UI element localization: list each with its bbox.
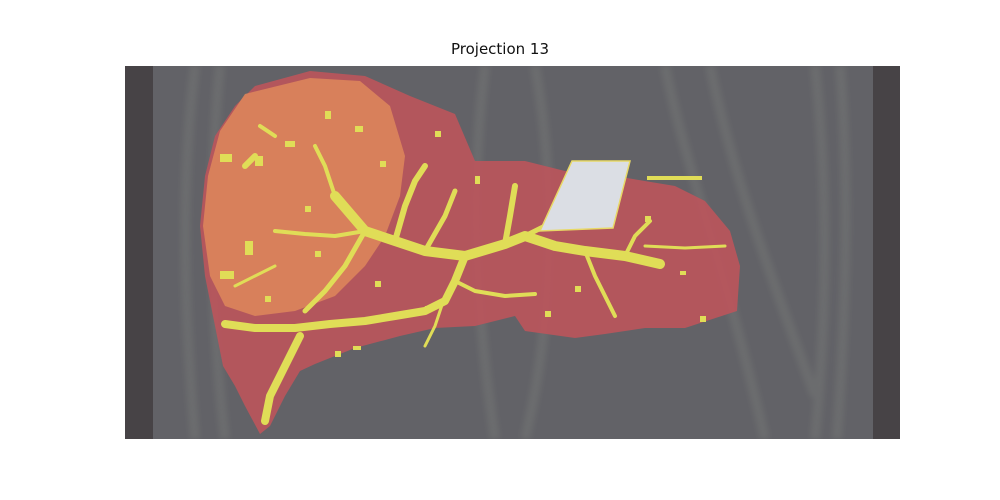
bright-marker: [538, 160, 631, 232]
yellow-streak: [647, 176, 702, 180]
vessel-speckles: [220, 111, 706, 357]
figure-title: Projection 13: [450, 40, 550, 58]
left-border-band: [125, 66, 153, 439]
projection-image: [125, 66, 900, 439]
upper-lobe-region: [203, 78, 405, 316]
image-shade: [125, 66, 900, 439]
right-border-band: [873, 66, 900, 439]
